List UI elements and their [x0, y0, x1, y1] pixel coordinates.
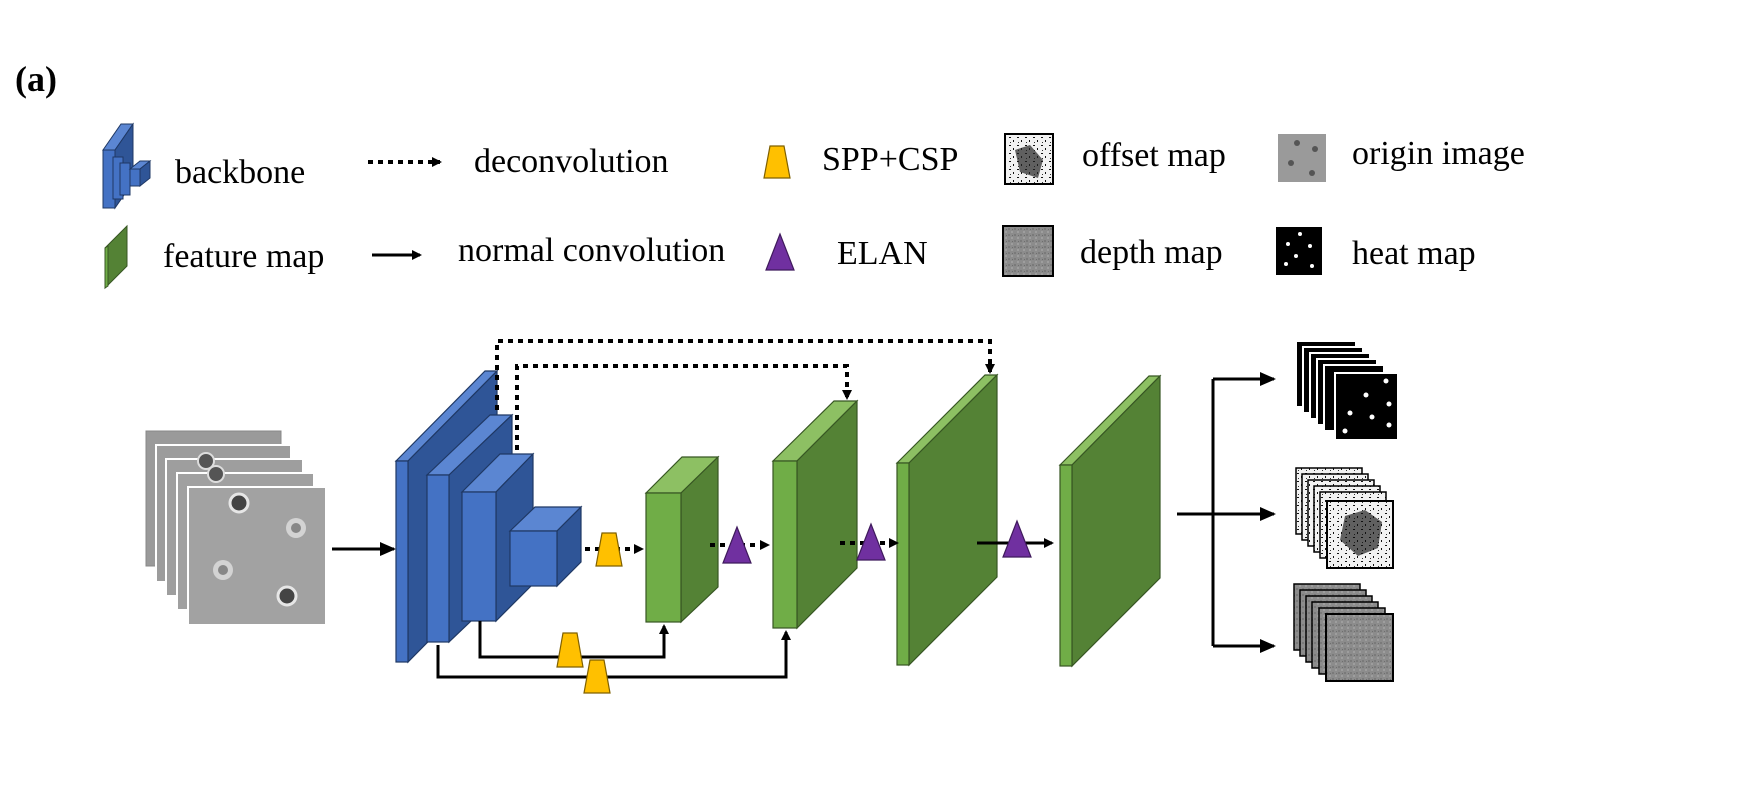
legend-spp-csp-icon [763, 145, 791, 179]
output-offset-map-stack [1295, 467, 1394, 569]
feature-map-4 [1058, 374, 1162, 668]
feature-map-3 [895, 373, 999, 667]
spp-csp-block-inner [556, 632, 584, 668]
feature-map-2 [771, 399, 859, 630]
feature-map-1 [644, 455, 720, 624]
skip-deconv-arrow-inner [515, 364, 852, 450]
legend-label-elan: ELAN [837, 235, 928, 272]
legend-origin-image-icon [1278, 134, 1326, 182]
output-heat-map-stack [1295, 340, 1399, 441]
legend-label-depth-map: depth map [1080, 234, 1223, 271]
legend-label-deconvolution: deconvolution [474, 143, 669, 180]
panel-label: (a) [15, 59, 57, 99]
legend-label-backbone: backbone [175, 154, 306, 191]
legend-label-normal-convolution: normal convolution [458, 232, 726, 269]
legend-label-heat-map: heat map [1352, 235, 1476, 272]
spp-csp-block-outer [583, 659, 611, 694]
legend-label-spp-csp: SPP+CSP [822, 141, 959, 178]
elan-block-3 [1002, 519, 1032, 558]
legend-offset-map-icon [1004, 133, 1054, 185]
input-image-stack [145, 430, 327, 626]
legend-label-origin-image: origin image [1352, 135, 1525, 172]
legend-backbone-icon [102, 122, 152, 210]
skip-conv-arrow-outer [436, 630, 791, 679]
legend-elan-icon [765, 232, 795, 271]
elan-block-1 [722, 525, 752, 564]
output-depth-map-stack [1293, 583, 1394, 682]
output-branch-arrows [1177, 372, 1276, 653]
legend-heat-map-icon [1276, 227, 1322, 275]
elan-block-2 [856, 522, 886, 561]
legend-feature-map-icon [104, 224, 128, 290]
legend-depth-map-icon [1002, 225, 1054, 277]
backbone-block-4 [508, 505, 583, 588]
legend-label-offset-map: offset map [1082, 137, 1226, 174]
spp-csp-block-main [595, 532, 623, 567]
skip-deconv-arrow-outer [495, 339, 995, 410]
legend-label-feature-map: feature map [163, 238, 325, 275]
